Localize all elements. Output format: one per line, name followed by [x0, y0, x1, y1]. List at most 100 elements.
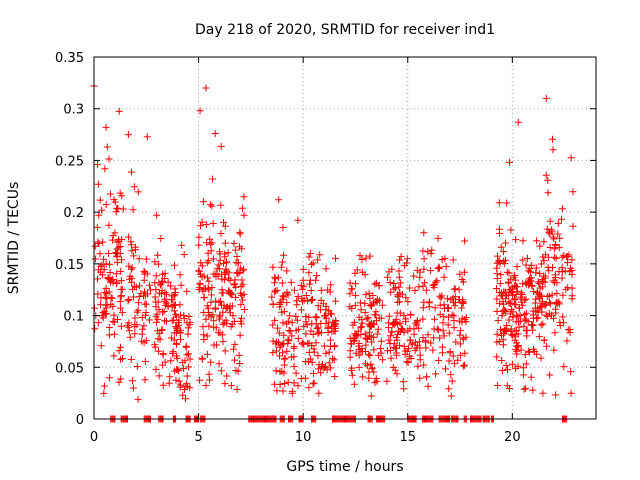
data-point [131, 243, 139, 251]
data-point [447, 392, 455, 400]
data-point [400, 385, 408, 393]
data-point [216, 248, 224, 256]
data-point [117, 293, 125, 301]
data-point [128, 264, 136, 272]
data-point [240, 290, 248, 298]
data-point [399, 378, 407, 386]
data-point [173, 365, 181, 373]
data-point [568, 292, 576, 300]
data-point [105, 324, 113, 331]
data-point [393, 370, 401, 378]
data-point [154, 335, 162, 343]
data-point [152, 272, 160, 280]
data-point [530, 288, 538, 295]
data-point [493, 353, 501, 361]
data-point [116, 243, 124, 250]
data-point [458, 276, 466, 283]
data-point [407, 355, 415, 362]
data-point [212, 324, 220, 332]
data-point [516, 317, 524, 325]
data-point [224, 303, 232, 311]
data-point [236, 228, 244, 236]
data-point [109, 232, 117, 240]
data-point [115, 237, 123, 245]
data-point [100, 265, 108, 273]
data-point [209, 220, 217, 227]
data-point [497, 271, 505, 279]
data-point [332, 297, 340, 305]
data-point [307, 287, 315, 294]
data-point [526, 348, 533, 356]
data-point [506, 158, 514, 166]
data-point [207, 298, 215, 306]
data-point [118, 192, 126, 200]
data-point [533, 350, 541, 358]
data-point [346, 347, 354, 355]
data-point [292, 369, 300, 377]
data-point [460, 268, 468, 276]
data-point [216, 311, 224, 319]
data-point [325, 359, 333, 367]
data-point [159, 308, 166, 316]
data-point [386, 279, 394, 287]
data-point [377, 349, 385, 357]
data-point [534, 314, 542, 322]
data-point [539, 320, 547, 328]
data-point [446, 349, 454, 357]
data-point [427, 267, 435, 275]
data-point [387, 354, 395, 362]
data-point [288, 387, 296, 395]
data-point [461, 349, 469, 357]
data-point [309, 331, 317, 338]
data-point [230, 345, 237, 353]
data-point [414, 362, 422, 370]
chart-title: Day 218 of 2020, SRMTID for receiver ind… [195, 22, 495, 38]
data-point [493, 275, 501, 282]
data-point [505, 299, 513, 307]
data-point [520, 371, 528, 379]
data-point [563, 337, 571, 345]
data-point [305, 253, 313, 261]
data-point [113, 280, 121, 288]
data-point [522, 295, 530, 303]
data-point [445, 357, 453, 365]
data-point [376, 297, 383, 305]
data-point [170, 301, 178, 308]
data-point [181, 357, 189, 365]
data-point [134, 188, 142, 196]
data-point [223, 319, 231, 327]
data-point [205, 322, 213, 330]
data-point [545, 298, 553, 306]
data-point [395, 283, 403, 291]
data-point [234, 270, 242, 277]
data-point [422, 344, 430, 352]
data-point [210, 317, 218, 325]
data-point [559, 291, 567, 299]
data-point [233, 269, 241, 277]
data-point [556, 322, 564, 329]
data-point [399, 325, 406, 333]
data-point [439, 327, 447, 335]
data-point [432, 370, 440, 378]
data-point [272, 367, 280, 375]
data-point [102, 123, 110, 131]
data-point [456, 340, 464, 348]
data-points [90, 82, 577, 423]
data-point [410, 325, 418, 333]
data-point [195, 267, 203, 275]
data-point [569, 222, 577, 230]
data-point [519, 256, 527, 264]
data-point [459, 299, 467, 307]
data-point [419, 315, 427, 323]
data-point [238, 204, 246, 212]
data-point [94, 238, 102, 246]
data-point [105, 276, 113, 284]
data-point [198, 355, 206, 363]
data-point [327, 281, 335, 289]
data-point [294, 216, 302, 224]
data-point [425, 303, 433, 311]
data-point [396, 256, 404, 264]
data-point [131, 314, 139, 322]
data-point [400, 328, 408, 336]
data-point [130, 293, 138, 301]
